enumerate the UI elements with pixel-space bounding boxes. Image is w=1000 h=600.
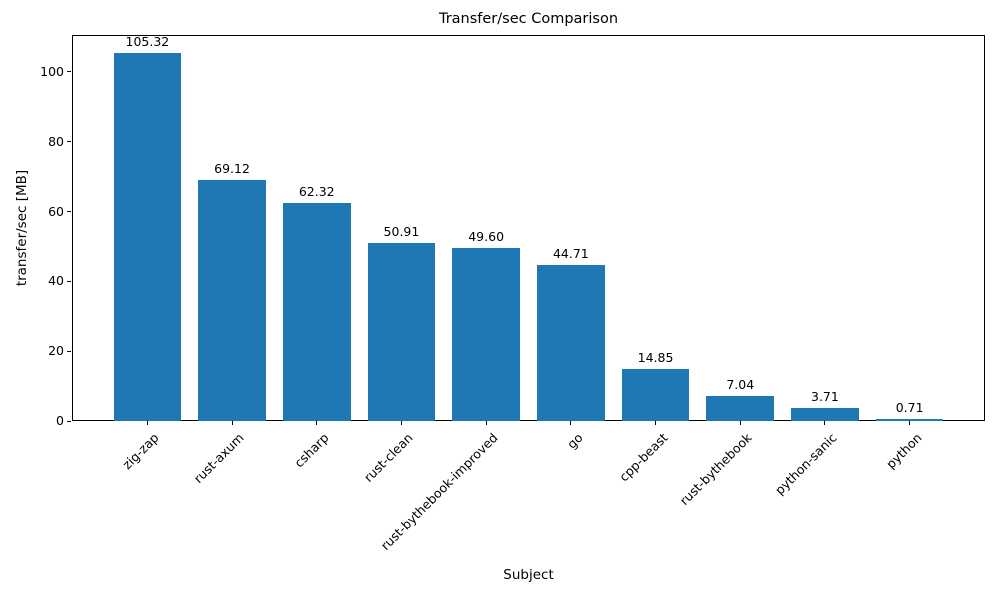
bar-cpp-beast bbox=[621, 369, 690, 421]
chart-title: Transfer/sec Comparison bbox=[438, 11, 619, 27]
y-tick-label: 0 bbox=[56, 413, 64, 428]
y-tick-mark bbox=[67, 420, 71, 422]
bar-rust-bythebook bbox=[706, 396, 775, 421]
x-tick-mark bbox=[739, 421, 741, 425]
y-tick-label: 100 bbox=[40, 63, 64, 79]
y-tick-mark bbox=[67, 141, 71, 143]
x-tick-mark bbox=[316, 421, 318, 425]
bar-value-label: 49.60 bbox=[468, 228, 505, 244]
x-tick-mark bbox=[824, 421, 826, 425]
x-tick-mark bbox=[655, 421, 657, 425]
x-tick-mark bbox=[400, 421, 402, 425]
y-tick-mark bbox=[67, 350, 71, 352]
x-tick-mark bbox=[909, 421, 911, 425]
y-tick-label: 80 bbox=[48, 133, 64, 149]
bar-zig-zap bbox=[113, 53, 182, 421]
bar-rust-bythebook-improved bbox=[452, 247, 521, 421]
y-tick-label: 40 bbox=[48, 273, 64, 289]
x-tick-mark bbox=[485, 421, 487, 425]
y-tick-label: 20 bbox=[48, 343, 64, 359]
bar-value-label: 3.71 bbox=[811, 389, 839, 405]
y-axis-label: transfer/sec [MB] bbox=[8, 35, 36, 421]
bar-value-label: 50.91 bbox=[383, 224, 420, 240]
bar-rust-axum bbox=[198, 179, 266, 421]
y-tick-mark bbox=[67, 71, 71, 73]
y-tick-mark bbox=[67, 280, 71, 282]
y-tick-mark bbox=[67, 211, 71, 213]
bar-value-label: 7.04 bbox=[726, 377, 755, 393]
bar-value-label: 14.85 bbox=[637, 350, 674, 366]
x-tick-mark bbox=[231, 421, 233, 425]
bar-python bbox=[875, 418, 944, 421]
x-tick-mark bbox=[146, 421, 148, 425]
bar-value-label: 62.32 bbox=[298, 184, 335, 200]
bar-rust-clean bbox=[367, 243, 436, 421]
y-tick-label: 60 bbox=[48, 203, 64, 219]
y-axis-label-text: transfer/sec [MB] bbox=[14, 169, 31, 287]
x-tick-mark bbox=[570, 421, 572, 425]
bar-go bbox=[536, 264, 605, 421]
bar-value-label: 0.71 bbox=[895, 399, 924, 415]
bar-python-sanic bbox=[791, 408, 859, 421]
bar-value-label: 44.71 bbox=[552, 245, 589, 261]
bar-value-label: 105.32 bbox=[125, 34, 170, 50]
bar-value-label: 69.12 bbox=[214, 160, 250, 176]
bar-csharp bbox=[282, 203, 351, 421]
x-axis-label: Subject bbox=[503, 567, 554, 583]
